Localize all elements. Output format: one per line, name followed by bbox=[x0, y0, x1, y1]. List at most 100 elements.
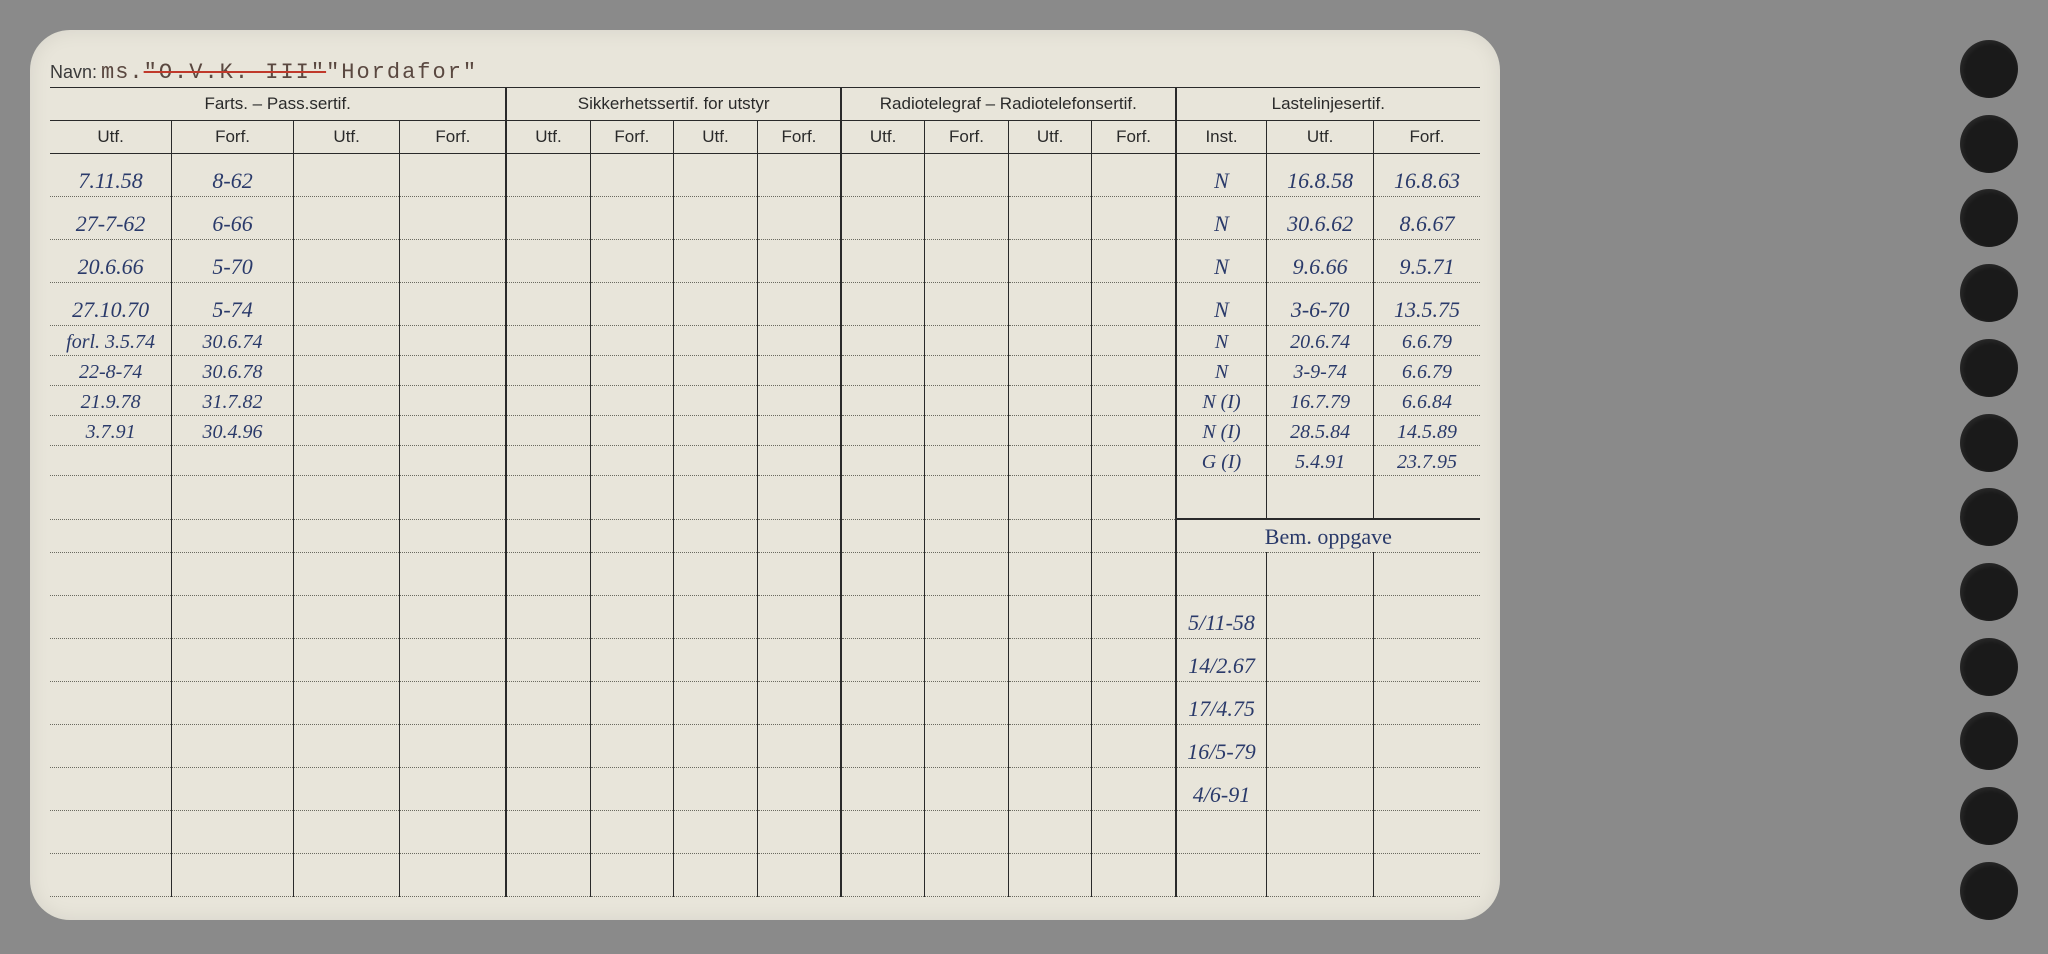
col-utf: Utf. bbox=[674, 121, 758, 154]
table-cell bbox=[293, 854, 399, 897]
table-cell: 17/4.75 bbox=[1176, 682, 1267, 725]
table-cell: 20.6.74 bbox=[1267, 326, 1373, 356]
table-cell bbox=[1092, 356, 1176, 386]
navn-struck: "O.V.K. III" bbox=[144, 60, 326, 85]
table-cell bbox=[1008, 596, 1092, 639]
table-cell: 6.6.79 bbox=[1373, 356, 1480, 386]
table-cell: 16/5-79 bbox=[1176, 725, 1267, 768]
table-cell bbox=[172, 682, 294, 725]
table-cell: N bbox=[1176, 240, 1267, 283]
table-cell bbox=[506, 854, 590, 897]
navn-prefix: ms. bbox=[101, 60, 144, 85]
table-cell: 21.9.78 bbox=[50, 386, 172, 416]
table-cell bbox=[925, 725, 1009, 768]
table-cell bbox=[757, 154, 841, 197]
table-cell: 8.6.67 bbox=[1373, 197, 1480, 240]
table-cell: 23.7.95 bbox=[1373, 446, 1480, 476]
table-cell bbox=[293, 596, 399, 639]
table-cell bbox=[400, 811, 506, 854]
table-cell bbox=[1092, 811, 1176, 854]
hole-icon bbox=[1960, 488, 2018, 546]
col-utf: Utf. bbox=[293, 121, 399, 154]
table-cell bbox=[757, 386, 841, 416]
table-cell bbox=[674, 682, 758, 725]
table-cell: 3-9-74 bbox=[1267, 356, 1373, 386]
table-cell bbox=[172, 725, 294, 768]
table-cell bbox=[293, 682, 399, 725]
table-cell bbox=[590, 811, 674, 854]
table-cell bbox=[172, 446, 294, 476]
table-cell bbox=[1092, 283, 1176, 326]
table-cell bbox=[841, 197, 925, 240]
table-cell: 20.6.66 bbox=[50, 240, 172, 283]
table-cell bbox=[1008, 639, 1092, 682]
table-cell bbox=[757, 639, 841, 682]
table-cell bbox=[1092, 768, 1176, 811]
table-cell bbox=[506, 283, 590, 326]
table-cell bbox=[400, 326, 506, 356]
table-row: G (I)5.4.9123.7.95 bbox=[50, 446, 1480, 476]
index-card: Navn: ms. "O.V.K. III" "Hordafor" Farts.… bbox=[30, 30, 1500, 920]
table-cell bbox=[841, 768, 925, 811]
table-cell bbox=[506, 553, 590, 596]
table-cell: 3.7.91 bbox=[50, 416, 172, 446]
table-cell bbox=[841, 446, 925, 476]
table-row bbox=[50, 854, 1480, 897]
table-cell: 27.10.70 bbox=[50, 283, 172, 326]
table-cell: 22-8-74 bbox=[50, 356, 172, 386]
table-cell bbox=[506, 682, 590, 725]
table-cell bbox=[1176, 854, 1267, 897]
table-cell bbox=[1008, 768, 1092, 811]
table-row: 27.10.705-74N3-6-7013.5.75 bbox=[50, 283, 1480, 326]
table-cell bbox=[925, 283, 1009, 326]
table-cell: 6.6.79 bbox=[1373, 326, 1480, 356]
table-cell bbox=[50, 725, 172, 768]
table-cell bbox=[1008, 446, 1092, 476]
table-cell bbox=[1008, 283, 1092, 326]
table-cell bbox=[1092, 639, 1176, 682]
table-cell: 5-70 bbox=[172, 240, 294, 283]
table-cell bbox=[925, 154, 1009, 197]
hole-icon bbox=[1960, 638, 2018, 696]
table-cell bbox=[1092, 446, 1176, 476]
table-cell bbox=[506, 326, 590, 356]
table-cell: 5/11-58 bbox=[1176, 596, 1267, 639]
table-cell bbox=[506, 768, 590, 811]
table-cell bbox=[1092, 725, 1176, 768]
table-cell bbox=[293, 639, 399, 682]
table-cell bbox=[841, 519, 925, 553]
table-cell bbox=[674, 326, 758, 356]
table-cell bbox=[1092, 553, 1176, 596]
table-cell bbox=[293, 553, 399, 596]
table-cell bbox=[1267, 553, 1373, 596]
table-cell: 16.8.58 bbox=[1267, 154, 1373, 197]
table-cell bbox=[925, 768, 1009, 811]
table-cell bbox=[506, 476, 590, 520]
table-cell bbox=[172, 854, 294, 897]
table-cell bbox=[925, 197, 1009, 240]
table-cell: 4/6-91 bbox=[1176, 768, 1267, 811]
table-cell bbox=[590, 416, 674, 446]
table-row: 3.7.9130.4.96N (I)28.5.8414.5.89 bbox=[50, 416, 1480, 446]
table-cell: G (I) bbox=[1176, 446, 1267, 476]
table-cell: 3-6-70 bbox=[1267, 283, 1373, 326]
table-cell bbox=[1373, 553, 1480, 596]
table-cell bbox=[1008, 240, 1092, 283]
col-forf: Forf. bbox=[1373, 121, 1480, 154]
table-cell bbox=[674, 356, 758, 386]
table-cell bbox=[925, 240, 1009, 283]
table-cell bbox=[674, 476, 758, 520]
table-cell: 28.5.84 bbox=[1267, 416, 1373, 446]
table-cell bbox=[757, 596, 841, 639]
table-cell bbox=[674, 416, 758, 446]
table-cell bbox=[1092, 854, 1176, 897]
table-cell bbox=[674, 596, 758, 639]
table-cell bbox=[841, 416, 925, 446]
table-cell bbox=[1008, 356, 1092, 386]
navn-label: Navn: bbox=[50, 62, 97, 83]
table-cell bbox=[1267, 682, 1373, 725]
table-cell bbox=[1176, 811, 1267, 854]
table-cell bbox=[590, 553, 674, 596]
table-cell bbox=[1008, 476, 1092, 520]
table-cell bbox=[293, 283, 399, 326]
